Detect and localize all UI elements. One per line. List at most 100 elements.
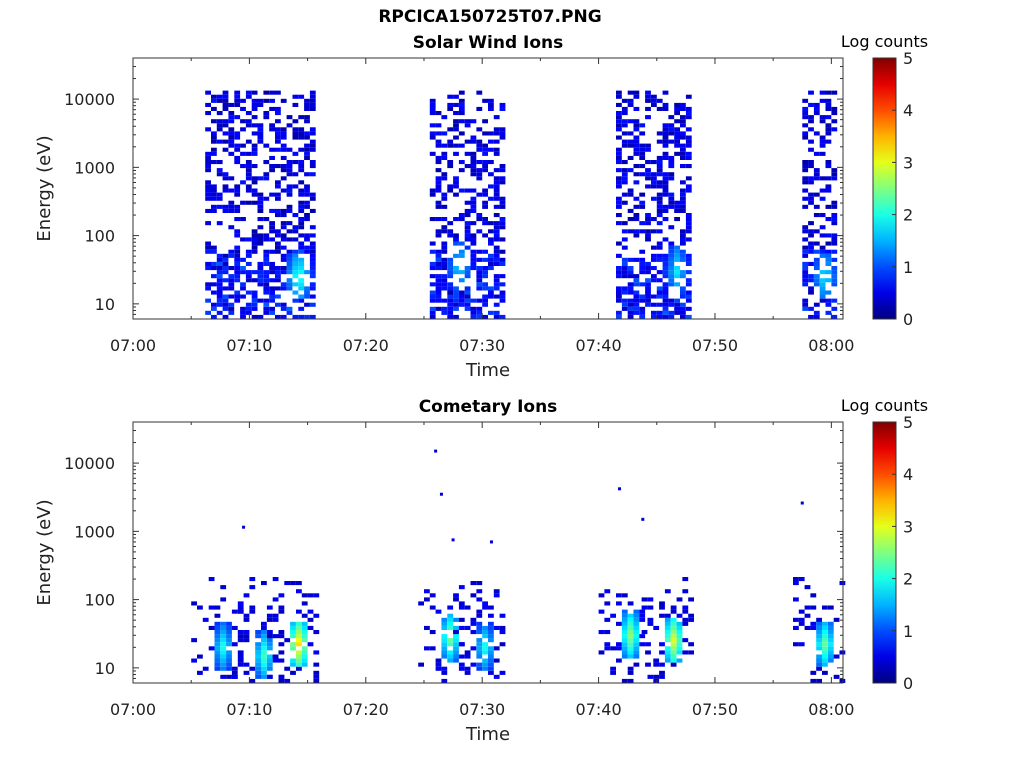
heat-cell xyxy=(424,646,430,651)
heat-cell xyxy=(234,135,241,140)
heat-cell xyxy=(202,666,209,671)
heat-cell xyxy=(813,102,820,107)
heat-cell xyxy=(275,274,281,279)
heat-cell xyxy=(234,204,241,209)
heat-cell xyxy=(301,638,308,643)
heat-cell xyxy=(292,184,299,189)
heat-cell xyxy=(664,613,671,618)
heat-cell xyxy=(670,662,677,667)
heat-cell xyxy=(813,106,820,111)
heat-cell xyxy=(621,298,628,303)
heat-cell xyxy=(645,302,651,307)
heat-cell xyxy=(222,253,229,258)
heat-cell xyxy=(627,229,634,234)
heat-cell xyxy=(309,147,316,152)
heat-cell xyxy=(269,290,275,295)
heat-cell xyxy=(429,593,436,598)
heat-cell xyxy=(653,678,660,683)
heat-cell xyxy=(464,290,471,295)
heat-cell xyxy=(257,217,264,222)
heat-cell xyxy=(639,147,646,152)
heat-cell xyxy=(275,208,281,213)
heat-cell xyxy=(447,294,454,299)
heat-cell xyxy=(621,625,628,630)
heat-cell xyxy=(251,90,258,95)
heat-cell xyxy=(263,282,270,287)
isolated-count-point xyxy=(451,538,455,542)
heat-cell xyxy=(822,654,828,659)
heat-cell xyxy=(211,314,217,319)
heat-cell xyxy=(441,286,448,291)
heat-cell xyxy=(263,160,270,165)
heat-cell xyxy=(301,601,308,606)
heat-cell xyxy=(662,135,669,140)
heat-cell xyxy=(685,94,692,99)
heat-cell xyxy=(633,654,640,659)
heat-cell xyxy=(245,151,252,156)
heat-cell xyxy=(429,630,436,635)
heat-cell xyxy=(656,221,663,226)
heat-cell xyxy=(819,270,826,275)
heat-cell xyxy=(482,601,488,606)
heat-cell xyxy=(216,127,223,132)
heat-cell xyxy=(309,257,316,262)
heat-cell xyxy=(234,208,241,213)
heat-cell xyxy=(298,225,305,230)
heat-cell xyxy=(309,196,316,201)
heat-cell xyxy=(493,658,500,663)
heat-cell xyxy=(464,270,471,275)
heat-cell xyxy=(470,306,477,311)
heat-cell xyxy=(222,123,229,128)
heat-cell xyxy=(802,111,809,116)
heat-cell xyxy=(447,160,454,165)
heat-cell xyxy=(493,257,500,262)
heat-cell xyxy=(680,192,686,197)
heat-cell xyxy=(197,670,203,675)
heat-cell xyxy=(616,196,622,201)
heat-cell xyxy=(685,188,692,193)
heat-cell xyxy=(435,155,442,160)
heat-cell xyxy=(263,270,270,275)
heat-cell xyxy=(633,217,640,222)
heat-cell xyxy=(808,233,814,238)
heat-cell xyxy=(304,172,310,177)
heat-cell xyxy=(435,278,442,283)
heat-cell xyxy=(664,617,671,622)
heat-cell xyxy=(286,282,293,287)
heat-cell xyxy=(257,176,264,181)
heat-cell xyxy=(222,102,229,107)
heat-cell xyxy=(680,270,686,275)
heat-cell xyxy=(284,638,291,643)
heat-cell xyxy=(645,160,651,165)
heat-cell xyxy=(441,155,448,160)
heat-cell xyxy=(447,257,454,262)
heat-cell xyxy=(645,106,651,111)
heat-cell xyxy=(453,617,459,622)
heat-cell xyxy=(802,266,809,271)
heat-cell xyxy=(633,106,640,111)
heat-cell xyxy=(808,274,814,279)
heat-cell xyxy=(668,115,675,120)
heat-cell xyxy=(662,131,669,136)
heat-cell xyxy=(482,164,488,169)
heat-cell xyxy=(226,654,232,659)
heat-cell xyxy=(499,613,506,618)
heat-cell xyxy=(808,160,814,165)
heat-cell xyxy=(292,270,299,275)
heat-cell xyxy=(257,278,264,283)
heat-cell xyxy=(482,217,488,222)
heat-cell xyxy=(214,605,221,610)
heat-cell xyxy=(263,310,270,315)
heat-cell xyxy=(604,646,611,651)
heat-cell xyxy=(680,143,686,148)
heat-cell xyxy=(470,593,477,598)
heat-cell xyxy=(216,257,223,262)
heat-cell xyxy=(499,221,506,226)
heat-cell xyxy=(234,115,241,120)
heat-cell xyxy=(482,642,488,647)
heat-cell xyxy=(280,168,287,173)
heat-cell xyxy=(211,147,217,152)
heat-cell xyxy=(819,176,826,181)
x-tick-label: 07:20 xyxy=(343,336,389,355)
heat-cell xyxy=(831,237,838,242)
